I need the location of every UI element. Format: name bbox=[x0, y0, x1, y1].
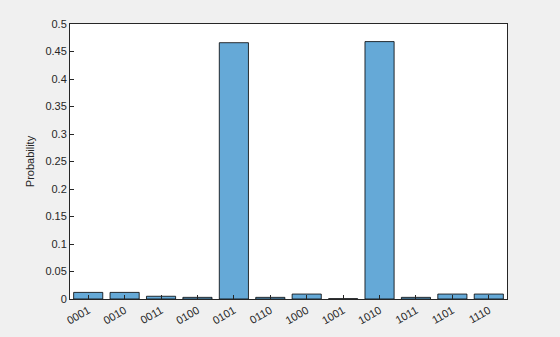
svg-text:0.2: 0.2 bbox=[52, 183, 67, 195]
svg-text:0.1: 0.1 bbox=[52, 238, 67, 250]
svg-text:0: 0 bbox=[61, 293, 67, 305]
svg-text:0.5: 0.5 bbox=[52, 18, 67, 30]
svg-text:0.35: 0.35 bbox=[45, 100, 66, 112]
svg-text:0001: 0001 bbox=[65, 304, 92, 327]
svg-text:1000: 1000 bbox=[283, 304, 310, 327]
svg-text:0101: 0101 bbox=[210, 304, 237, 327]
svg-text:0.3: 0.3 bbox=[52, 128, 67, 140]
svg-text:Probability: Probability bbox=[24, 135, 36, 187]
svg-text:1101: 1101 bbox=[430, 304, 456, 326]
svg-text:0.4: 0.4 bbox=[52, 73, 67, 85]
svg-text:1011: 1011 bbox=[393, 304, 419, 326]
svg-text:0.05: 0.05 bbox=[45, 265, 66, 277]
svg-text:0100: 0100 bbox=[174, 304, 201, 327]
svg-text:1010: 1010 bbox=[356, 304, 383, 327]
svg-text:0010: 0010 bbox=[101, 304, 128, 327]
svg-text:0110: 0110 bbox=[248, 304, 274, 326]
svg-text:0011: 0011 bbox=[138, 304, 164, 326]
svg-text:0.15: 0.15 bbox=[45, 210, 66, 222]
svg-text:0.25: 0.25 bbox=[45, 155, 66, 167]
svg-text:1001: 1001 bbox=[320, 304, 347, 327]
svg-text:1110: 1110 bbox=[467, 304, 493, 326]
svg-text:0.45: 0.45 bbox=[45, 45, 66, 57]
